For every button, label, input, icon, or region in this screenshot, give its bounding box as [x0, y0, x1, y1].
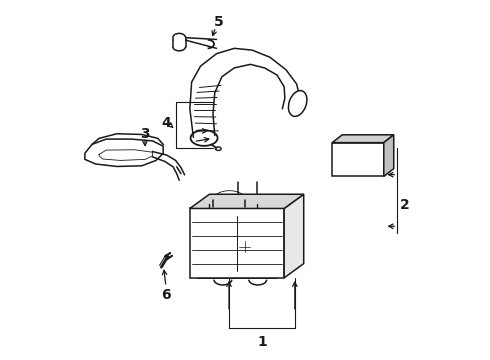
Polygon shape: [284, 194, 304, 278]
Polygon shape: [384, 135, 394, 176]
Polygon shape: [85, 139, 163, 166]
Text: 5: 5: [214, 15, 223, 29]
Text: 2: 2: [399, 198, 409, 212]
Bar: [332, 143, 384, 176]
Text: 1: 1: [257, 335, 267, 349]
Text: 4: 4: [161, 116, 171, 130]
Polygon shape: [332, 135, 394, 143]
Ellipse shape: [289, 91, 307, 116]
Text: 3: 3: [140, 127, 149, 141]
Text: 6: 6: [161, 288, 171, 302]
Polygon shape: [190, 208, 284, 278]
Polygon shape: [190, 194, 304, 208]
